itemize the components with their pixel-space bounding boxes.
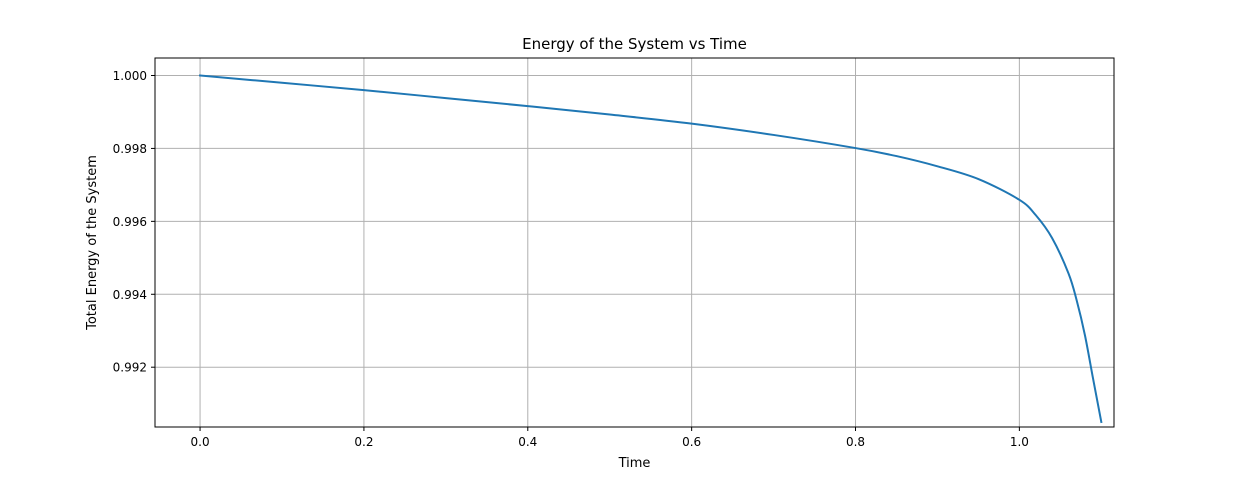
y-tick-label: 0.994 — [113, 288, 147, 302]
plot-frame — [154, 57, 1115, 428]
x-tick-label: 0.2 — [354, 435, 373, 449]
ticks: 0.0 0.2 0.4 0.6 0.8 1.0 0.992 0.994 0.996 0.998 1.… — [113, 69, 1029, 449]
x-tick-label: 0.0 — [191, 435, 210, 449]
y-axis-label: Total Energy of the System — [85, 155, 100, 331]
y-tick-label: 1.000 — [113, 69, 147, 83]
x-tick-label: 0.8 — [846, 435, 865, 449]
y-tick-label: 0.996 — [113, 215, 147, 229]
chart-title: Energy of the System vs Time — [522, 35, 747, 53]
x-tick-label: 0.4 — [518, 435, 537, 449]
x-tick-label: 0.6 — [682, 435, 701, 449]
x-tick-label: 1.0 — [1010, 435, 1029, 449]
grid — [155, 58, 1114, 427]
y-tick-label: 0.998 — [113, 142, 147, 156]
series-layer — [198, 74, 1103, 424]
energy-series-line — [198, 74, 1103, 424]
y-tick-label: 0.992 — [113, 361, 147, 375]
x-axis-label: Time — [618, 456, 651, 471]
